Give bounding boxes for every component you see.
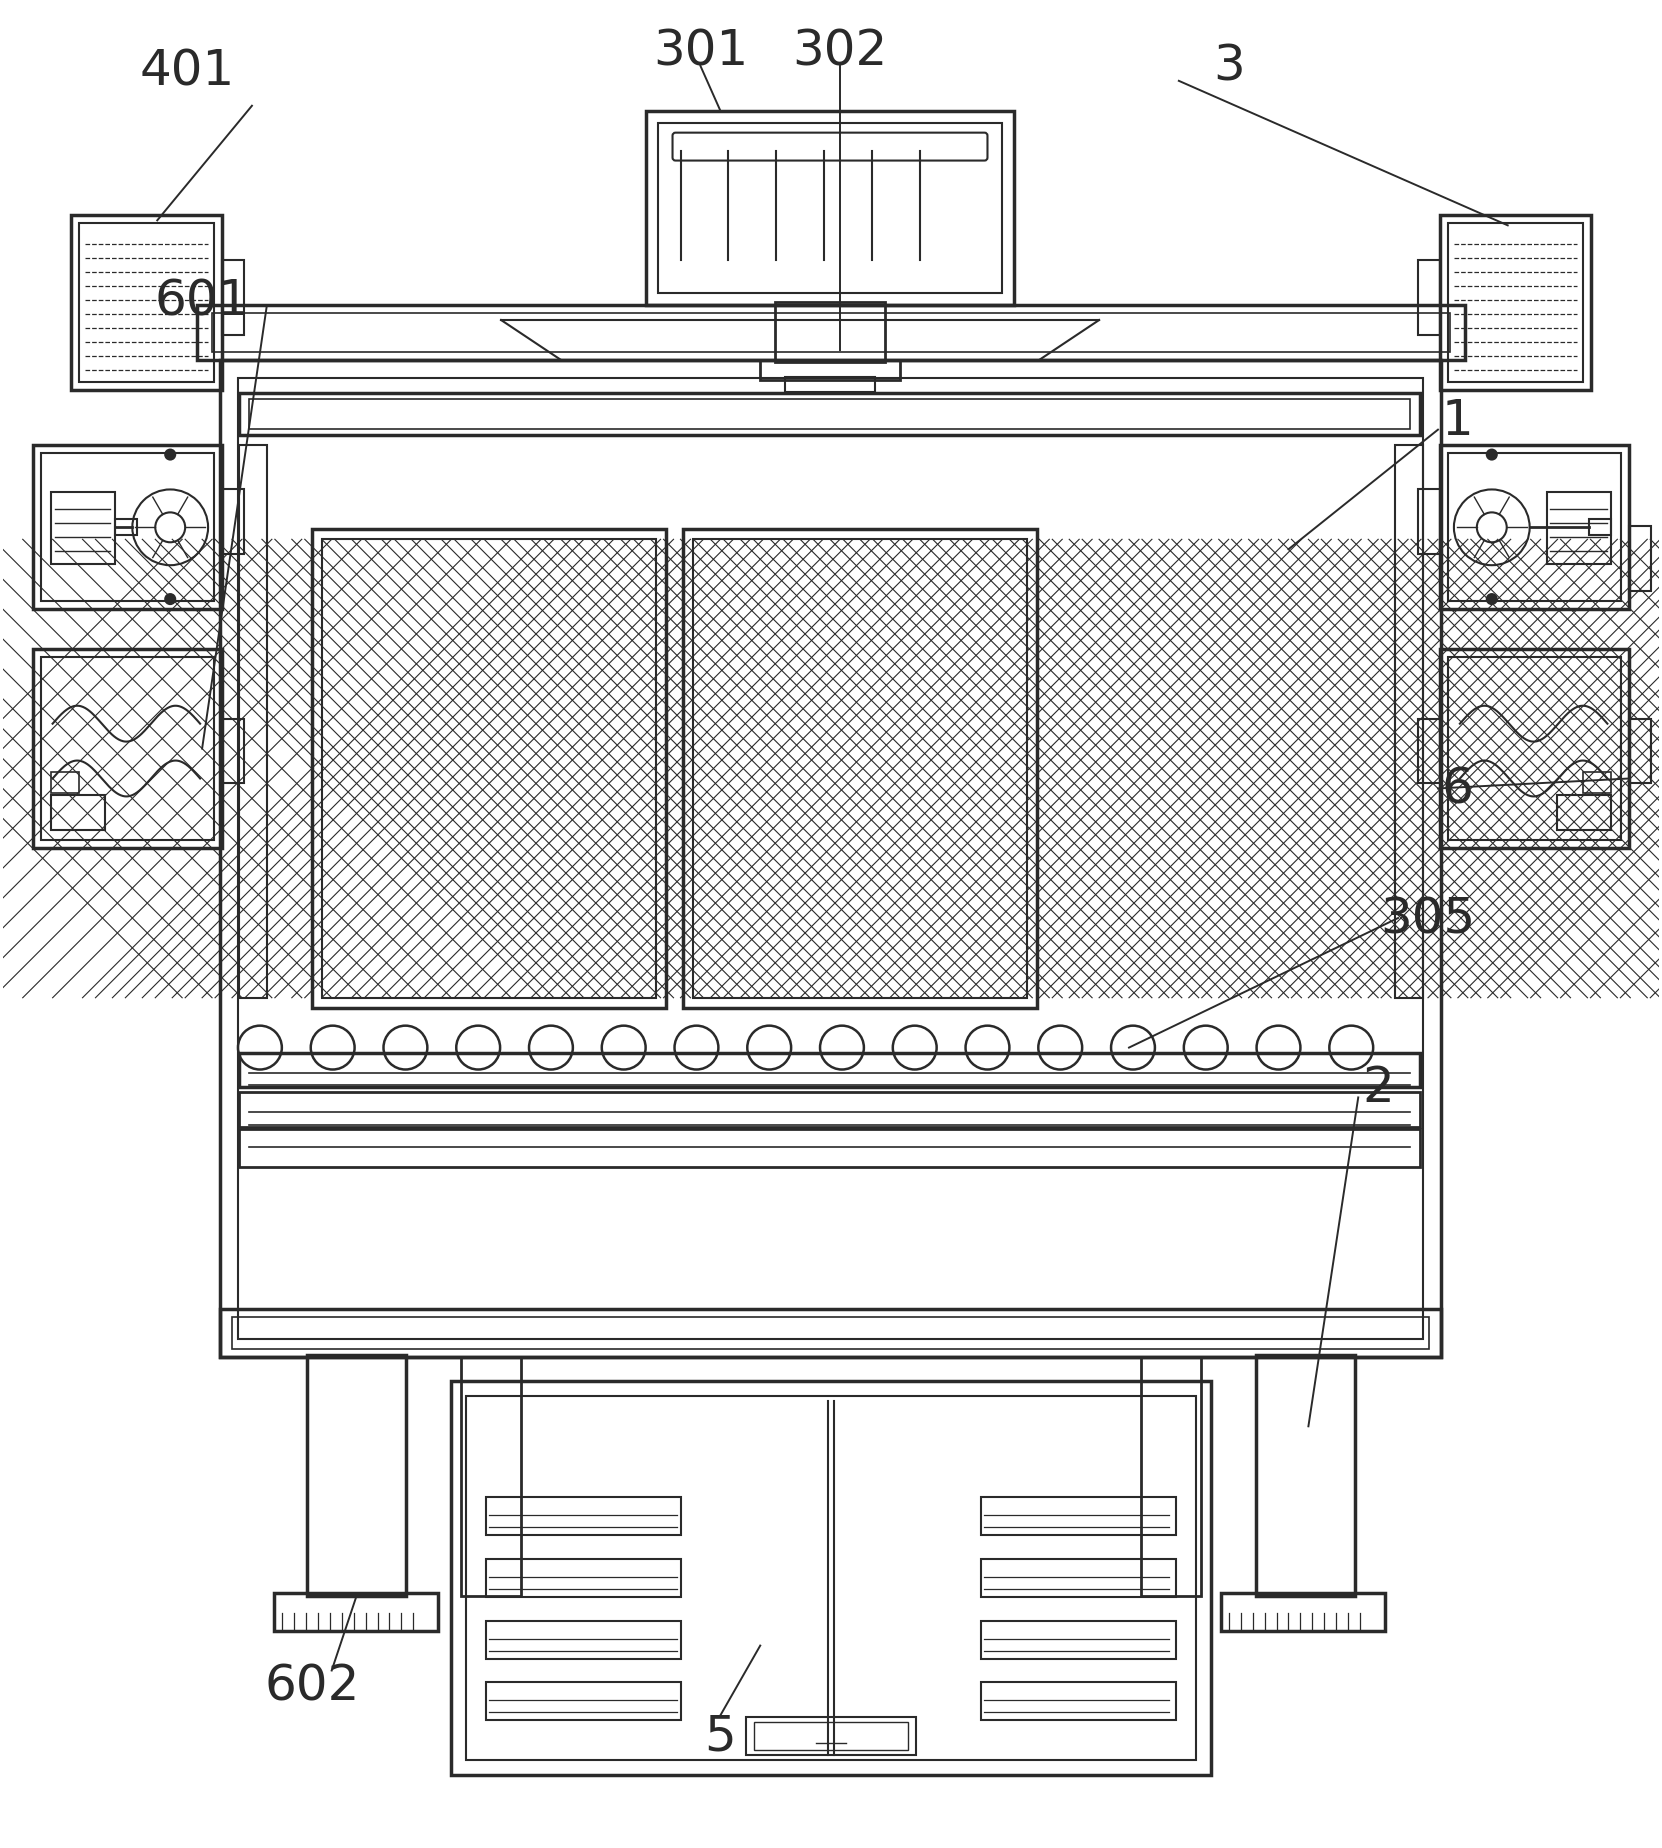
Bar (645, 111, 1014, 307)
Bar (1439, 445, 1629, 610)
Bar (487, 1621, 680, 1660)
Bar (760, 360, 899, 381)
Bar (1439, 216, 1592, 390)
Bar (219, 360, 1441, 1356)
Bar (238, 379, 1423, 1340)
Bar (784, 377, 874, 392)
Bar (50, 796, 105, 832)
Circle shape (1487, 595, 1497, 604)
Bar (1448, 453, 1622, 602)
Bar (658, 124, 1002, 294)
Bar (1557, 796, 1612, 832)
Bar (1589, 519, 1612, 536)
Bar (1584, 772, 1612, 795)
Bar (198, 307, 1464, 360)
Text: 401: 401 (140, 48, 234, 96)
Bar (40, 658, 214, 841)
Bar (223, 719, 244, 784)
Bar (40, 453, 214, 602)
Bar (1629, 527, 1652, 591)
Bar (1448, 224, 1584, 383)
Bar (487, 1560, 680, 1597)
Circle shape (165, 451, 175, 460)
Circle shape (1487, 451, 1497, 460)
Bar (1439, 649, 1629, 848)
Bar (249, 399, 1409, 429)
Bar (1418, 261, 1439, 336)
Bar (213, 314, 1449, 353)
Bar (1394, 445, 1423, 998)
Bar (239, 394, 1419, 436)
Bar (1418, 490, 1439, 554)
Bar (982, 1497, 1175, 1536)
Bar (1629, 719, 1652, 784)
Bar (50, 493, 115, 565)
Bar (1448, 658, 1622, 841)
Bar (1418, 719, 1439, 784)
Bar (1547, 493, 1612, 565)
Bar (322, 540, 655, 998)
Bar (78, 224, 214, 383)
Bar (233, 1318, 1429, 1349)
Bar (274, 1593, 439, 1630)
Text: 6: 6 (1443, 765, 1474, 813)
Bar (239, 445, 268, 998)
Bar (1220, 1593, 1384, 1630)
Bar (746, 1717, 916, 1756)
Text: 2: 2 (1363, 1064, 1394, 1112)
Bar (50, 772, 78, 795)
Text: 1: 1 (1443, 397, 1474, 445)
Bar (239, 1129, 1419, 1168)
Bar (312, 530, 665, 1009)
Bar (452, 1382, 1210, 1776)
Text: 602: 602 (264, 1661, 359, 1709)
Bar (239, 1092, 1419, 1127)
Bar (755, 1722, 907, 1750)
Bar (693, 540, 1027, 998)
Bar (683, 530, 1037, 1009)
Bar (219, 1308, 1441, 1356)
Bar (982, 1621, 1175, 1660)
Bar (462, 1356, 522, 1597)
Bar (70, 216, 223, 390)
Text: 601: 601 (155, 277, 249, 325)
Bar (223, 261, 244, 336)
Bar (239, 1053, 1419, 1088)
Bar (1140, 1356, 1200, 1597)
Circle shape (165, 595, 175, 604)
Bar (982, 1560, 1175, 1597)
Bar (33, 445, 223, 610)
Bar (467, 1397, 1195, 1761)
Text: 302: 302 (793, 28, 888, 76)
Text: 305: 305 (1381, 894, 1476, 942)
Bar (33, 649, 223, 848)
Bar (307, 1355, 407, 1597)
Text: 3: 3 (1213, 43, 1245, 91)
Bar (982, 1682, 1175, 1720)
Text: 5: 5 (705, 1711, 736, 1759)
Bar (115, 519, 138, 536)
Text: 301: 301 (653, 28, 748, 76)
Bar (487, 1682, 680, 1720)
Bar (487, 1497, 680, 1536)
Bar (774, 303, 884, 362)
Bar (1255, 1355, 1355, 1597)
Bar (223, 490, 244, 554)
